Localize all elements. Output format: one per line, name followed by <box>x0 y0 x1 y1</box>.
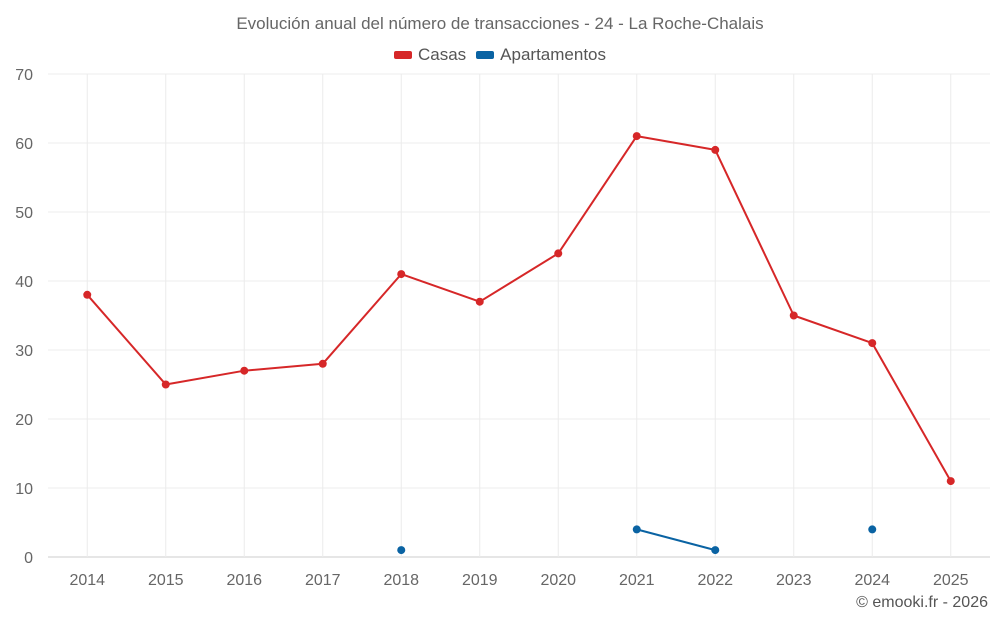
data-point-casas-2018 <box>397 270 406 279</box>
x-tick-label-2017: 2017 <box>305 572 341 589</box>
x-tick-label-2021: 2021 <box>619 572 655 589</box>
series-line-apartamentos <box>636 528 716 552</box>
x-tick-label-2015: 2015 <box>148 572 184 589</box>
data-point-apartamentos-2024 <box>868 525 877 534</box>
y-tick-label-70: 70 <box>15 67 33 84</box>
x-tick-label-2018: 2018 <box>383 572 419 589</box>
y-tick-label-10: 10 <box>15 481 33 498</box>
data-point-casas-2015 <box>161 380 170 389</box>
y-tick-label-50: 50 <box>15 205 33 222</box>
data-point-casas-2017 <box>318 359 327 368</box>
y-tick-label-60: 60 <box>15 136 33 153</box>
data-point-casas-2022 <box>711 145 720 154</box>
data-point-casas-2019 <box>475 297 484 306</box>
y-tick-label-20: 20 <box>15 412 33 429</box>
chart-title: Evolución anual del número de transaccio… <box>236 14 764 33</box>
y-tick-label-30: 30 <box>15 343 33 360</box>
data-point-casas-2023 <box>789 311 798 320</box>
credit-text: © emooki.fr - 2026 <box>856 594 988 611</box>
data-point-casas-2014 <box>83 290 92 299</box>
legend-swatch-apartamentos <box>476 51 495 59</box>
data-point-casas-2020 <box>554 249 563 258</box>
x-tick-label-2016: 2016 <box>226 572 262 589</box>
data-point-casas-2016 <box>240 366 249 375</box>
x-tick-label-2024: 2024 <box>854 572 890 589</box>
data-point-casas-2021 <box>632 132 641 141</box>
data-point-casas-2025 <box>946 477 955 486</box>
legend: Casas Apartamentos <box>0 45 1000 65</box>
data-point-casas-2024 <box>868 339 877 348</box>
y-tick-label-0: 0 <box>24 550 33 567</box>
y-tick-label-40: 40 <box>15 274 33 291</box>
data-point-apartamentos-2022 <box>711 546 720 555</box>
legend-label-apartamentos: Apartamentos <box>500 45 607 64</box>
x-tick-label-2014: 2014 <box>69 572 105 589</box>
legend-item-casas[interactable]: Casas <box>393 45 467 65</box>
data-point-apartamentos-2021 <box>632 525 641 534</box>
series-line-casas <box>86 135 952 482</box>
legend-label-casas: Casas <box>417 45 467 64</box>
x-tick-label-2025: 2025 <box>933 572 969 589</box>
x-tick-label-2022: 2022 <box>697 572 733 589</box>
x-tick-label-2019: 2019 <box>462 572 498 589</box>
x-tick-label-2020: 2020 <box>540 572 576 589</box>
legend-swatch-casas <box>393 51 412 59</box>
legend-item-apartamentos[interactable]: Apartamentos <box>476 45 606 65</box>
data-point-apartamentos-2018 <box>397 546 406 555</box>
x-tick-label-2023: 2023 <box>776 572 812 589</box>
